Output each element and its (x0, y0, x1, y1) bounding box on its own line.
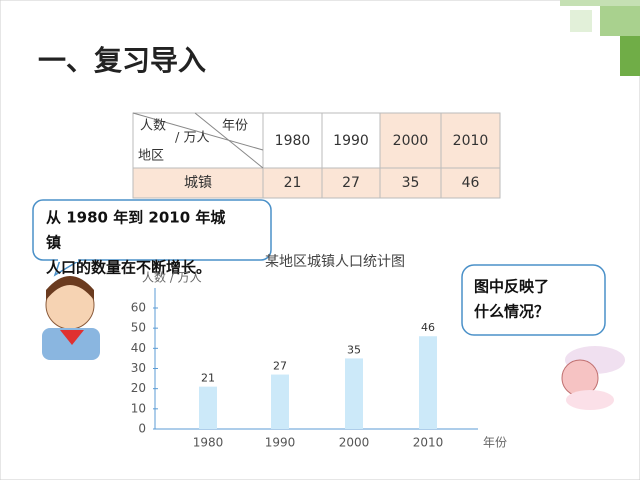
column-header: 1980 (275, 133, 311, 149)
column-header: 2000 (393, 133, 429, 149)
y-tick-label: 40 (131, 341, 146, 355)
x-tick-label: 2010 (413, 436, 444, 450)
bubble-line: 镇 (46, 234, 61, 252)
angel-figure (561, 346, 625, 410)
bar (271, 374, 289, 429)
slide-title: 一、复习导入 (38, 44, 206, 77)
y-tick-label: 0 (138, 422, 146, 436)
corner-label: / 万人 (175, 131, 210, 146)
left-bubble (32, 199, 272, 277)
column-header: 1990 (333, 133, 369, 149)
table-cell (379, 167, 442, 199)
y-axis-label: 人数 / 万人 (142, 270, 202, 285)
diagonal (132, 112, 264, 151)
column-header: 2010 (453, 133, 489, 149)
bubble-line: 什么情况？ (474, 303, 549, 321)
table-cell (379, 112, 442, 169)
table-value: 46 (462, 175, 480, 191)
boy-figure (42, 276, 100, 360)
right-bubble (461, 264, 606, 336)
bubble-line: 图中反映了 (474, 278, 549, 296)
value-label: 27 (273, 360, 287, 373)
y-tick-label: 60 (131, 301, 146, 315)
value-label: 35 (347, 343, 361, 356)
y-tick-label: 50 (131, 321, 146, 335)
x-tick-label: 1990 (265, 436, 296, 450)
table-value: 27 (342, 175, 360, 191)
value-label: 46 (421, 321, 435, 334)
x-axis-label: 年份 (483, 436, 507, 450)
table-value: 35 (402, 175, 420, 191)
table-value: 城镇 (184, 175, 212, 191)
corner-label: 人数 (140, 119, 166, 134)
x-tick-label: 1980 (193, 436, 224, 450)
y-tick-label: 20 (131, 381, 146, 395)
corner-label: 地区 (138, 149, 164, 164)
table-cell (440, 112, 501, 169)
bubble-line: 从 1980 年到 2010 年城 (46, 209, 225, 227)
bar (199, 386, 217, 429)
table-value: 21 (284, 175, 302, 191)
diagonal (194, 112, 264, 169)
table-cell (440, 167, 501, 199)
bar (419, 336, 437, 429)
value-label: 21 (201, 372, 215, 385)
corner-deco (560, 0, 640, 76)
bar (345, 358, 363, 429)
x-tick-label: 2000 (339, 436, 370, 450)
chart-title: 某地区城镇人口统计图 (265, 254, 405, 270)
y-tick-label: 10 (131, 401, 146, 415)
corner-label: 年份 (222, 119, 248, 134)
y-tick-label: 30 (131, 361, 146, 375)
bubble-line: 人口的数量在不断增长。 (46, 259, 211, 277)
